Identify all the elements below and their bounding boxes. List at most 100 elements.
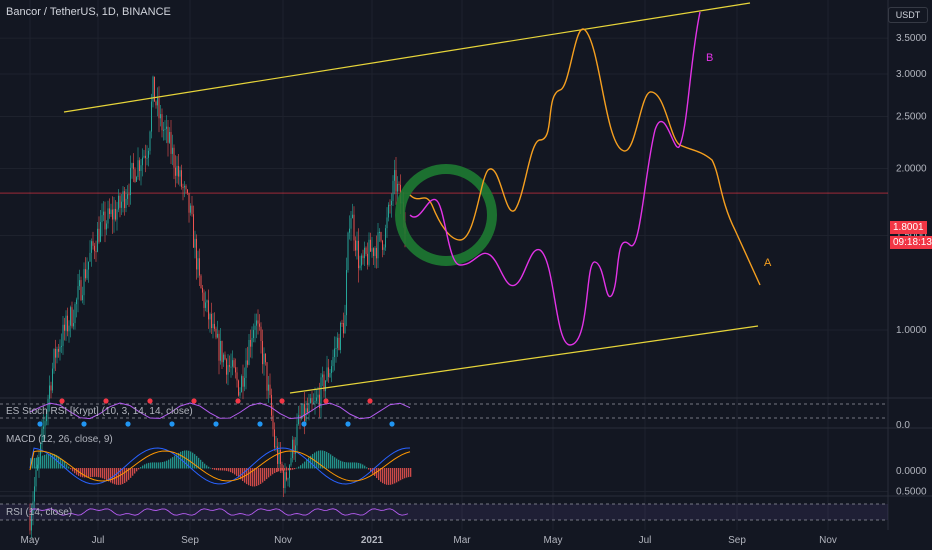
candle <box>128 194 130 196</box>
candle <box>367 253 368 265</box>
candle <box>59 346 61 352</box>
macd-histogram-bar <box>206 465 208 469</box>
candle <box>328 367 329 377</box>
candle <box>124 191 125 208</box>
candle <box>155 101 157 106</box>
candle <box>242 376 244 387</box>
candle <box>53 348 55 369</box>
currency-button[interactable]: USDT <box>888 7 928 23</box>
candle <box>274 429 275 448</box>
candle <box>109 208 110 215</box>
candle <box>247 360 248 365</box>
candle <box>80 280 82 301</box>
macd-histogram-bar <box>148 462 150 469</box>
macd-histogram-bar <box>184 450 186 469</box>
macd-histogram-bar <box>62 459 64 469</box>
candle <box>52 368 53 391</box>
candle <box>224 354 226 360</box>
candle <box>92 241 94 246</box>
macd-histogram-bar <box>32 458 34 469</box>
candle <box>101 215 103 223</box>
candle <box>343 323 344 334</box>
candle <box>286 472 287 480</box>
candle <box>320 377 322 409</box>
macd-histogram-bar <box>366 467 368 469</box>
candle <box>329 373 331 377</box>
candle <box>95 251 97 253</box>
macd-histogram-bar <box>246 468 248 485</box>
candle <box>167 126 169 143</box>
stoch-oversold-dot <box>125 421 131 427</box>
macd-histogram-bar <box>396 468 398 483</box>
candle <box>146 157 148 159</box>
candle <box>268 384 269 391</box>
macd-histogram-bar <box>230 468 232 473</box>
candle <box>209 313 211 320</box>
candle <box>248 339 250 365</box>
macd-histogram-bar <box>410 468 412 477</box>
macd-histogram-bar <box>370 468 372 472</box>
macd-histogram-bar <box>374 468 376 476</box>
macd-histogram-bar <box>250 468 252 487</box>
candle <box>368 239 370 265</box>
candle <box>370 239 371 252</box>
candle <box>74 304 76 324</box>
chart-title: Bancor / TetherUS, 1D, BINANCE <box>6 6 171 18</box>
x-tick-label: Jul <box>639 535 652 546</box>
candle <box>221 341 223 363</box>
candle <box>395 170 397 192</box>
candle <box>362 255 364 259</box>
stoch-rsi-label[interactable]: ES Stoch RSI [Krypt] (10, 3, 14, 14, clo… <box>6 406 193 417</box>
rsi-band <box>0 504 888 520</box>
candle <box>142 157 143 166</box>
macd-histogram-bar <box>302 463 304 469</box>
candle <box>355 240 356 251</box>
macd-histogram-bar <box>346 462 348 469</box>
candle <box>166 126 167 129</box>
x-tick-label: Nov <box>274 535 292 546</box>
y-tick-label: 1.0000 <box>896 325 927 336</box>
macd-axis-label: 0.0000 <box>896 466 927 477</box>
macd-histogram-bar <box>52 453 54 469</box>
candle <box>302 403 304 417</box>
macd-histogram-bar <box>76 468 78 475</box>
macd-histogram-bar <box>326 451 328 469</box>
candle <box>341 323 343 325</box>
macd-histogram-bar <box>226 468 228 471</box>
candle <box>239 392 241 396</box>
macd-histogram-bar <box>198 457 200 469</box>
macd-histogram-bar <box>344 462 346 469</box>
macd-histogram-bar <box>332 455 334 469</box>
rsi-line <box>29 508 409 516</box>
candle <box>358 240 359 269</box>
rsi-label[interactable]: RSI (14, close) <box>6 507 73 518</box>
candle <box>214 323 215 329</box>
macd-histogram-bar <box>46 454 48 469</box>
macd-histogram-bar <box>190 451 192 469</box>
macd-histogram-bar <box>316 451 318 469</box>
candle <box>232 360 233 367</box>
candle <box>304 403 305 422</box>
macd-histogram-bar <box>248 468 250 486</box>
candle <box>313 402 314 404</box>
macd-histogram-bar <box>262 468 264 483</box>
candle <box>334 348 335 358</box>
macd-histogram-bar <box>116 468 118 485</box>
macd-label[interactable]: MACD (12, 26, close, 9) <box>6 434 113 445</box>
macd-histogram-bar <box>54 454 56 469</box>
candle <box>361 255 362 266</box>
macd-histogram-bar <box>356 462 358 469</box>
candle <box>193 214 194 248</box>
candle <box>61 345 62 347</box>
stoch-overbought-dot <box>323 398 329 404</box>
macd-histogram-bar <box>172 457 174 469</box>
x-tick-label: Mar <box>453 535 471 546</box>
candle <box>256 320 257 326</box>
macd-histogram-bar <box>372 468 374 474</box>
candle <box>62 324 64 346</box>
candle <box>344 315 346 334</box>
macd-histogram-bar <box>304 461 306 469</box>
candle <box>67 315 68 332</box>
candle <box>158 98 160 119</box>
